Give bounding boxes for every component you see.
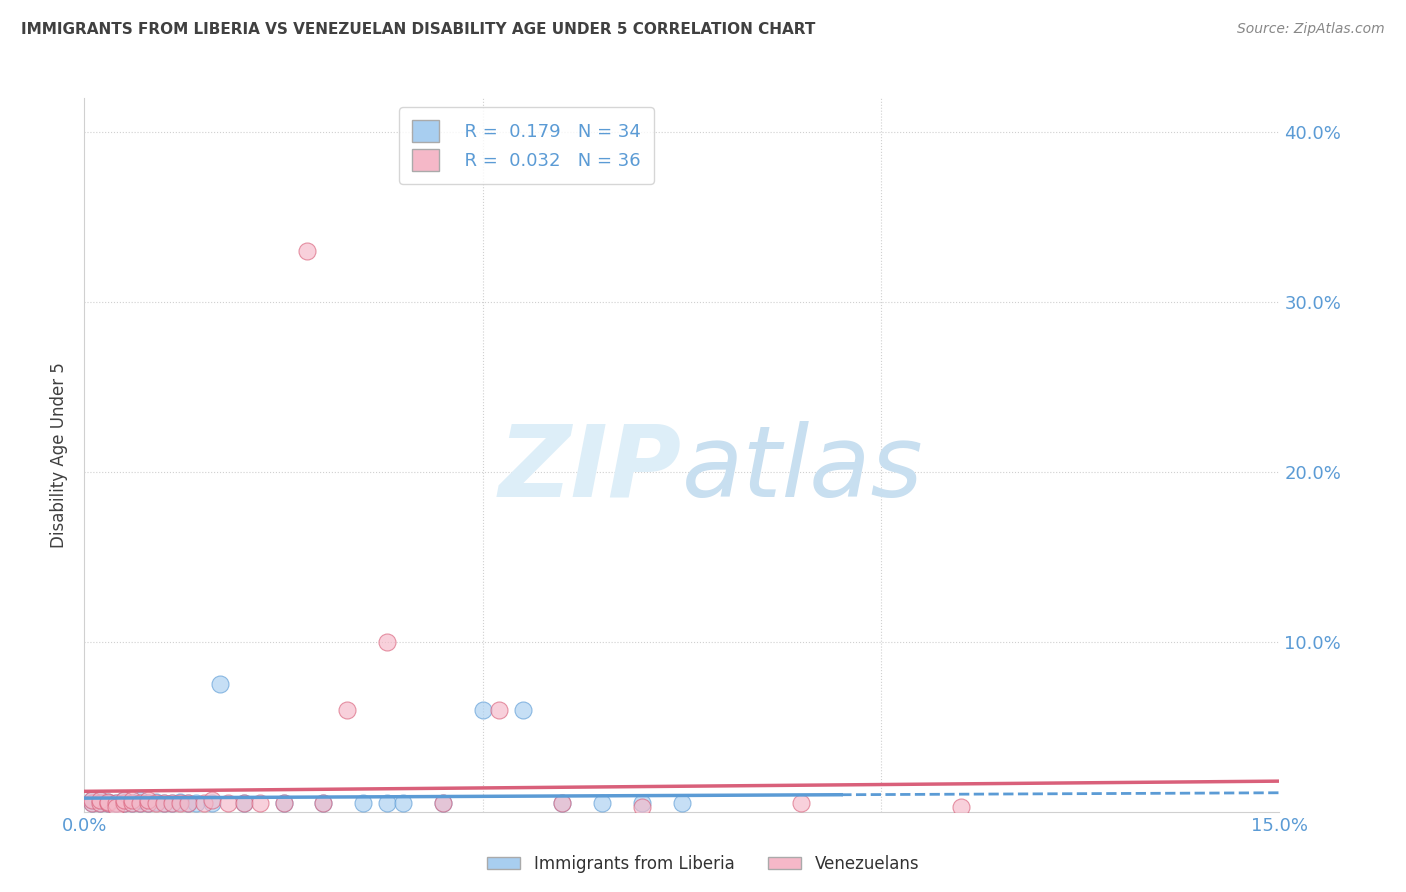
Point [97, 796, 120, 810]
Point [591, 796, 613, 810]
Point [232, 796, 254, 810]
Point [312, 796, 335, 810]
Text: ZIP: ZIP [499, 421, 682, 517]
Point [112, 793, 135, 807]
Point [273, 796, 295, 810]
Point [201, 796, 224, 810]
Point [375, 635, 398, 649]
Point [184, 796, 207, 810]
Point [121, 796, 143, 810]
Text: atlas: atlas [682, 421, 924, 517]
Point [551, 796, 574, 810]
Point [129, 793, 152, 807]
Point [512, 703, 534, 717]
Point [89, 793, 111, 807]
Point [217, 796, 239, 810]
Point [790, 796, 813, 810]
Point [488, 703, 510, 717]
Point [671, 796, 693, 810]
Point [432, 796, 454, 810]
Point [153, 796, 176, 810]
Point [375, 796, 398, 810]
Point [949, 799, 972, 814]
Legend: Immigrants from Liberia, Venezuelans: Immigrants from Liberia, Venezuelans [481, 848, 925, 880]
Point [336, 703, 359, 717]
Point [551, 796, 574, 810]
Point [273, 796, 295, 810]
Point [169, 796, 191, 810]
Point [232, 796, 254, 810]
Point [297, 244, 319, 258]
Point [471, 703, 494, 717]
Point [136, 796, 159, 810]
Point [89, 793, 111, 807]
Point [177, 796, 200, 810]
Point [392, 796, 415, 810]
Point [129, 796, 152, 810]
Point [193, 796, 215, 810]
Point [631, 799, 654, 814]
Point [105, 796, 128, 810]
Point [145, 796, 167, 810]
Point [97, 795, 120, 809]
Point [82, 796, 104, 810]
Point [82, 793, 104, 807]
Point [432, 796, 454, 810]
Point [89, 796, 111, 810]
Point [169, 795, 191, 809]
Point [129, 796, 152, 810]
Point [312, 796, 335, 810]
Point [249, 796, 271, 810]
Point [105, 796, 128, 810]
Point [121, 793, 143, 807]
Point [160, 796, 183, 810]
Point [121, 796, 143, 810]
Point [112, 796, 135, 810]
Point [112, 796, 135, 810]
Legend:   R =  0.179   N = 34,   R =  0.032   N = 36: R = 0.179 N = 34, R = 0.032 N = 36 [399, 107, 654, 184]
Text: IMMIGRANTS FROM LIBERIA VS VENEZUELAN DISABILITY AGE UNDER 5 CORRELATION CHART: IMMIGRANTS FROM LIBERIA VS VENEZUELAN DI… [21, 22, 815, 37]
Point [112, 793, 135, 807]
Text: Source: ZipAtlas.com: Source: ZipAtlas.com [1237, 22, 1385, 37]
Y-axis label: Disability Age Under 5: Disability Age Under 5 [51, 362, 69, 548]
Point [153, 796, 176, 810]
Point [208, 677, 231, 691]
Point [160, 796, 183, 810]
Point [136, 796, 159, 810]
Point [97, 795, 120, 809]
Point [631, 796, 654, 810]
Point [177, 796, 200, 810]
Point [89, 796, 111, 810]
Point [201, 793, 224, 807]
Point [145, 795, 167, 809]
Point [105, 799, 128, 814]
Point [136, 793, 159, 807]
Point [82, 796, 104, 810]
Point [352, 796, 374, 810]
Point [82, 793, 104, 807]
Point [97, 796, 120, 810]
